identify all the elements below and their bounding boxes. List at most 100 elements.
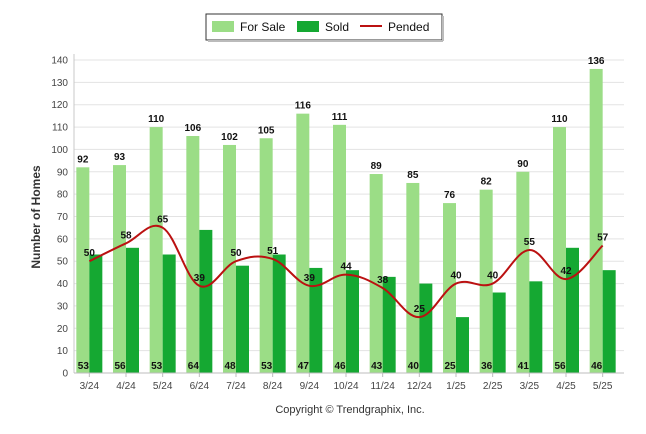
label-sold: 25 xyxy=(444,361,456,372)
y-tick-label: 130 xyxy=(51,78,68,89)
bar-for-sale xyxy=(333,124,346,373)
y-tick-label: 10 xyxy=(57,346,69,357)
label-sold: 53 xyxy=(261,361,273,372)
label-pended: 40 xyxy=(450,271,462,282)
label-pended: 57 xyxy=(597,233,609,244)
x-tick-label: 5/24 xyxy=(153,381,173,392)
y-tick-label: 30 xyxy=(57,301,69,312)
label-sold: 56 xyxy=(114,361,126,372)
legend-swatch-for-sale xyxy=(212,21,234,32)
label-for-sale: 92 xyxy=(77,154,89,165)
axes xyxy=(73,54,624,374)
y-tick-label: 120 xyxy=(51,100,68,111)
for-sale-bars xyxy=(76,68,603,374)
label-for-sale: 85 xyxy=(407,170,419,181)
x-tick-label: 3/25 xyxy=(520,381,540,392)
label-for-sale: 111 xyxy=(332,112,348,123)
label-sold: 64 xyxy=(188,361,200,372)
label-pended: 50 xyxy=(84,248,96,259)
y-tick-label: 0 xyxy=(62,369,68,380)
bar-for-sale xyxy=(369,174,383,373)
label-pended: 65 xyxy=(157,215,169,226)
legend-label-pended: Pended xyxy=(388,20,429,34)
y-tick-label: 90 xyxy=(57,167,69,178)
legend: For Sale Sold Pended xyxy=(205,13,444,42)
bar-sold xyxy=(309,267,323,373)
label-sold: 40 xyxy=(408,361,420,372)
label-for-sale: 93 xyxy=(114,152,126,163)
x-tick-label: 7/24 xyxy=(226,381,246,392)
bar-sold xyxy=(602,270,616,373)
label-pended: 39 xyxy=(194,273,206,284)
bar-sold xyxy=(456,317,469,373)
value-labels: 92 53 93 56 110 53 106 64 102 48 105 53 116 47 111 46 89… xyxy=(77,56,608,372)
bar-for-sale xyxy=(113,165,126,373)
legend-label-sold: Sold xyxy=(325,20,349,34)
pended-line xyxy=(88,224,604,319)
bar-sold xyxy=(529,281,543,373)
legend-swatch-sold xyxy=(297,21,319,32)
x-tick-label: 3/24 xyxy=(80,381,100,392)
label-for-sale: 102 xyxy=(221,132,238,143)
y-axis-title: Number of Homes xyxy=(29,165,43,269)
bar-for-sale xyxy=(186,136,200,373)
label-for-sale: 110 xyxy=(551,114,568,125)
bar-sold xyxy=(272,254,286,373)
y-tick-label: 60 xyxy=(57,234,69,245)
bar-for-sale xyxy=(76,167,90,373)
sold-bars xyxy=(89,229,616,373)
y-tick-label: 110 xyxy=(52,123,68,134)
y-tick-label: 100 xyxy=(51,145,68,156)
bar-for-sale xyxy=(223,144,236,373)
label-sold: 47 xyxy=(298,361,310,372)
bar-for-sale xyxy=(589,68,603,373)
bar-for-sale xyxy=(149,127,163,373)
label-sold: 46 xyxy=(591,361,603,372)
label-for-sale: 116 xyxy=(295,101,312,112)
label-for-sale: 90 xyxy=(517,159,529,170)
x-tick-label: 5/25 xyxy=(593,381,613,392)
label-sold: 53 xyxy=(151,361,163,372)
label-for-sale: 136 xyxy=(588,56,605,67)
y-tick-label: 20 xyxy=(57,324,69,335)
bar-sold xyxy=(492,292,506,373)
label-for-sale: 110 xyxy=(148,114,165,125)
label-pended: 55 xyxy=(524,237,536,248)
bar-sold xyxy=(346,270,359,373)
label-pended: 39 xyxy=(304,273,316,284)
label-sold: 53 xyxy=(78,361,90,372)
x-tick-label: 8/24 xyxy=(263,381,283,392)
bar-sold xyxy=(382,276,396,373)
label-sold: 56 xyxy=(554,361,566,372)
label-pended: 51 xyxy=(267,246,279,257)
x-tick-label: 4/25 xyxy=(556,381,576,392)
x-tick-label: 4/24 xyxy=(116,381,136,392)
label-pended: 40 xyxy=(487,271,499,282)
bar-sold xyxy=(126,247,139,373)
label-pended: 25 xyxy=(414,304,426,315)
label-sold: 48 xyxy=(224,361,236,372)
label-for-sale: 82 xyxy=(481,177,493,188)
bar-for-sale xyxy=(553,127,566,373)
bar-for-sale xyxy=(479,189,493,373)
label-sold: 41 xyxy=(518,361,530,372)
bar-sold xyxy=(199,229,213,373)
label-sold: 43 xyxy=(371,361,383,372)
y-tick-label: 40 xyxy=(57,279,69,290)
copyright-text: Copyright © Trendgraphix, Inc. xyxy=(275,404,424,416)
gridlines xyxy=(74,59,624,352)
label-pended: 44 xyxy=(340,262,352,273)
x-tick-labels: 3/24 4/24 5/24 6/24 7/24 8/24 9/24 10/24 11/24 12… xyxy=(80,373,613,392)
bar-for-sale xyxy=(406,182,420,373)
bar-for-sale xyxy=(296,113,310,374)
label-pended: 58 xyxy=(120,230,132,241)
label-for-sale: 106 xyxy=(184,123,201,134)
bar-sold xyxy=(236,265,249,373)
label-for-sale: 89 xyxy=(371,161,383,172)
x-tick-label: 10/24 xyxy=(333,381,358,392)
x-tick-label: 1/25 xyxy=(446,381,466,392)
x-tick-label: 9/24 xyxy=(300,381,320,392)
legend-label-for-sale: For Sale xyxy=(240,20,286,34)
label-sold: 36 xyxy=(481,361,493,372)
